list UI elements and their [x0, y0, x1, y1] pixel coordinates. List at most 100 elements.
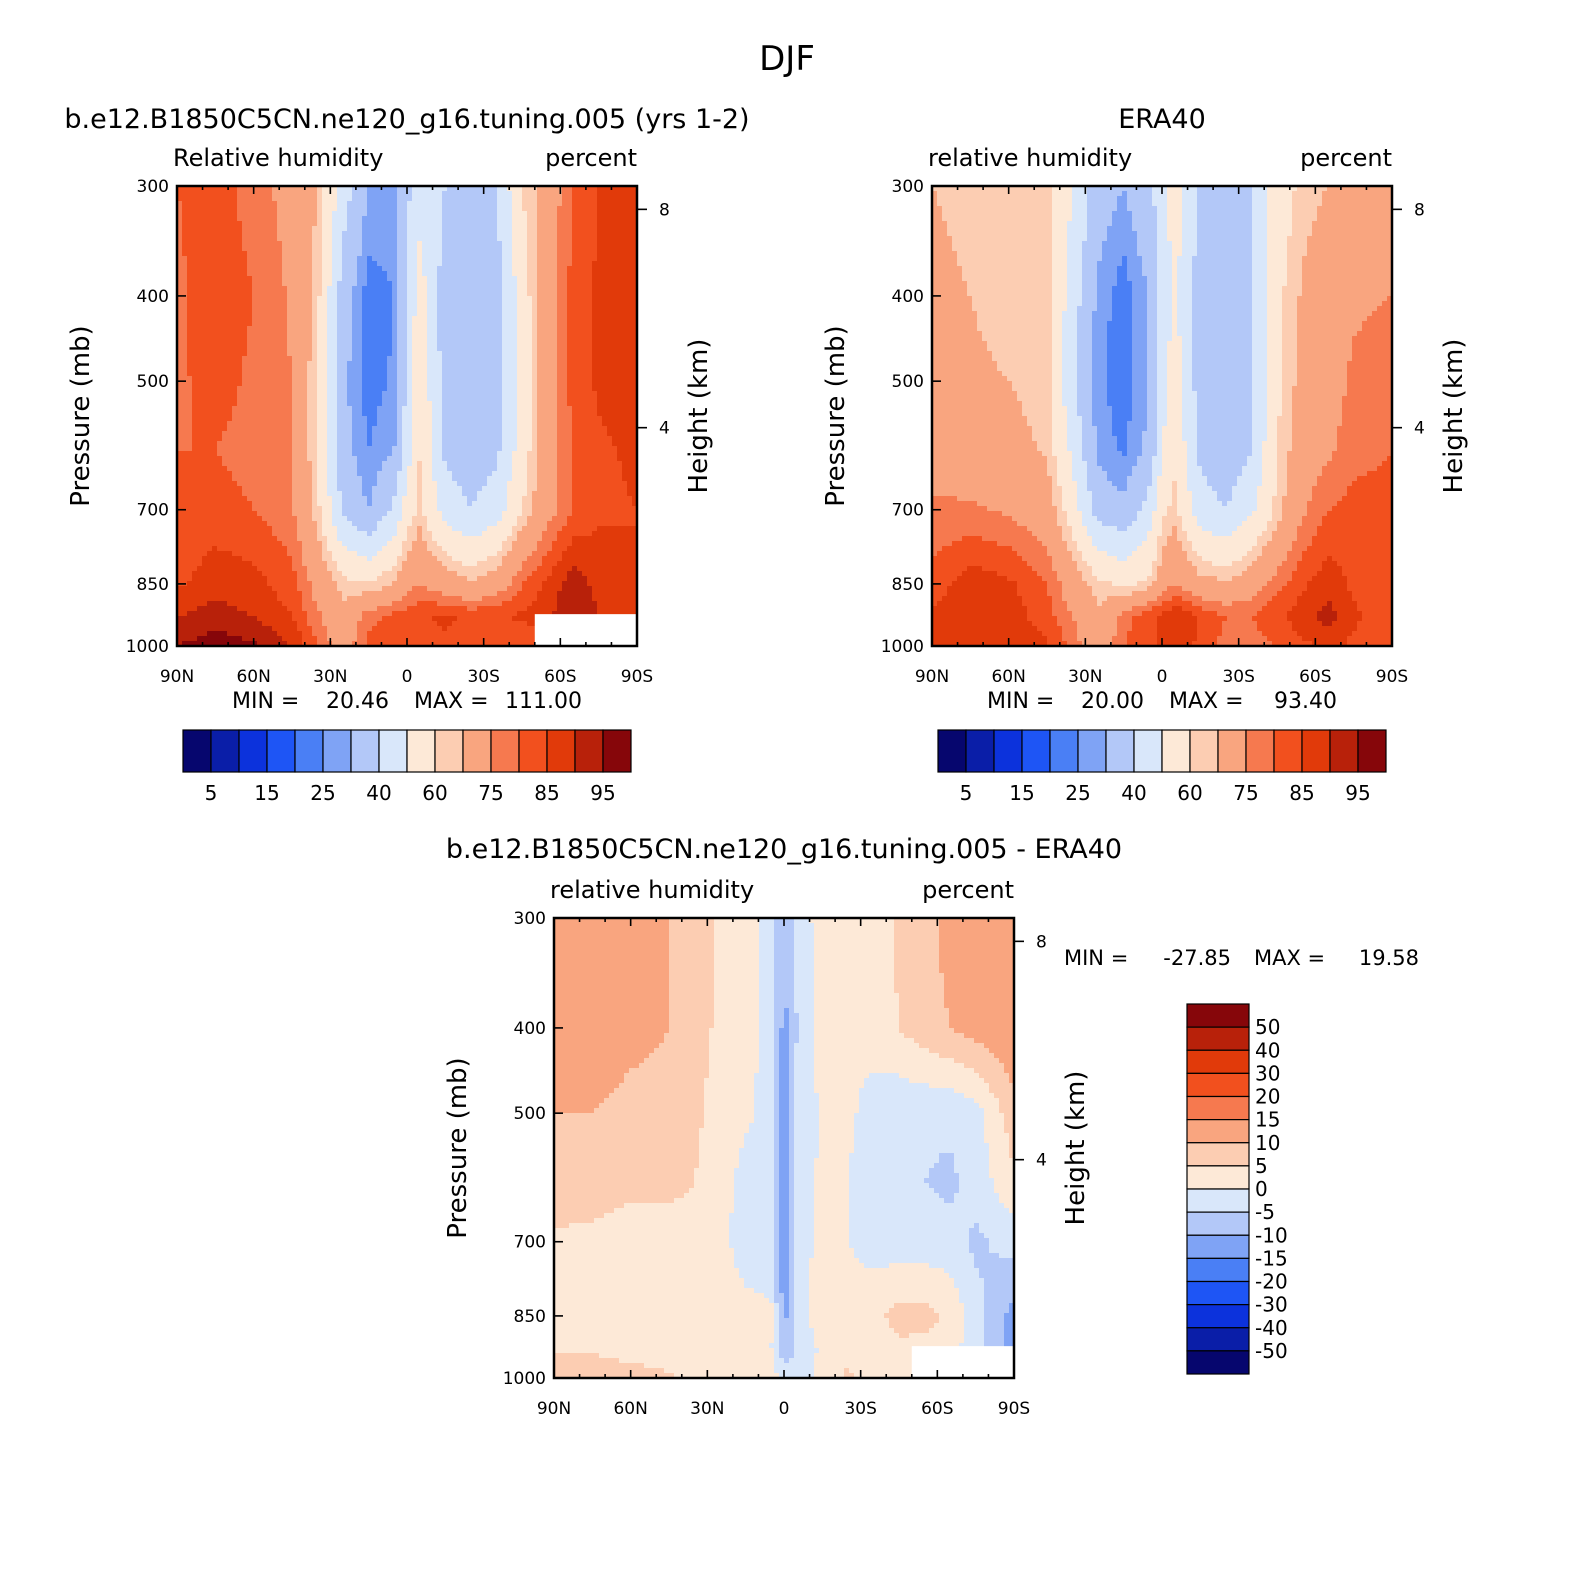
x-tick-label: 30N	[313, 667, 347, 687]
stats-max-label: MAX =	[1254, 946, 1325, 970]
colorbar-label: 60	[1177, 781, 1202, 805]
y2-axis-label: Height (km)	[1061, 1071, 1091, 1226]
colorbar-swatch	[574, 729, 604, 773]
stats-min-value: 20.00	[1081, 689, 1144, 714]
colorbar-label: 40	[1121, 781, 1146, 805]
y2-axis-label: Height (km)	[1439, 339, 1469, 494]
colorbar-swatch	[462, 729, 492, 773]
colorbar-label: 85	[1289, 781, 1314, 805]
colorbar-label: -15	[1255, 1246, 1288, 1270]
colorbar-label: -30	[1255, 1293, 1288, 1317]
stats-max-label: MAX =	[414, 689, 489, 714]
colorbar-swatch	[1301, 729, 1331, 773]
colorbar-swatch	[965, 729, 995, 773]
y-tick-label: 850	[514, 1307, 546, 1327]
colorbar-label: 15	[254, 781, 279, 805]
colorbar-label: 75	[1233, 781, 1258, 805]
colorbar: 5 15 25 40 60 75 85 95	[182, 729, 632, 805]
colorbar-swatch	[1186, 1350, 1250, 1375]
y-tick-label: 300	[514, 909, 546, 929]
colorbar-swatch	[1186, 1327, 1250, 1352]
colorbar-swatch	[210, 729, 240, 773]
y2-tick-label: 8	[1414, 200, 1425, 220]
x-tick-label: 30S	[467, 667, 499, 687]
colorbar-label: -20	[1255, 1270, 1288, 1294]
colorbar-swatch	[1133, 729, 1163, 773]
y-tick-label: 850	[892, 575, 924, 595]
contour-field	[932, 186, 1392, 646]
colorbar-swatch	[378, 729, 408, 773]
colorbar-label: 15	[1009, 781, 1034, 805]
colorbar-label: 20	[1255, 1085, 1280, 1109]
colorbar-label: 60	[422, 781, 447, 805]
colorbar-swatch	[546, 729, 576, 773]
colorbar-swatch	[937, 729, 967, 773]
tick-marks	[176, 185, 647, 647]
panel-title: b.e12.B1850C5CN.ne120_g16.tuning.005 (yr…	[64, 104, 749, 135]
stats-max-value: 93.40	[1274, 689, 1337, 714]
colorbar-swatch	[294, 729, 324, 773]
panel-title: b.e12.B1850C5CN.ne120_g16.tuning.005 - E…	[446, 834, 1122, 865]
colorbar-label: -10	[1255, 1223, 1288, 1247]
colorbar-label: 30	[1255, 1061, 1280, 1085]
colorbar-label: 85	[534, 781, 559, 805]
x-tick-label: 90S	[998, 1399, 1030, 1419]
y2-tick-label: 4	[1036, 1151, 1047, 1171]
y2-tick-label: 4	[1414, 419, 1425, 439]
x-tick-label: 60S	[1299, 667, 1331, 687]
x-tick-label: 60S	[544, 667, 576, 687]
colorbar-label: 5	[205, 781, 218, 805]
y-tick-label: 400	[514, 1019, 546, 1039]
colorbar-swatch	[1186, 1165, 1250, 1190]
colorbar-swatch	[518, 729, 548, 773]
colorbar-swatch	[1186, 1003, 1250, 1028]
colorbar-swatch	[182, 729, 212, 773]
x-tick-label: 0	[402, 667, 413, 687]
tick-marks	[931, 185, 1402, 647]
colorbar-swatch	[993, 729, 1023, 773]
x-tick-label: 60N	[236, 667, 270, 687]
colorbar-swatch	[490, 729, 520, 773]
colorbar-swatch	[238, 729, 268, 773]
x-tick-label: 60N	[613, 1399, 647, 1419]
panel-subtitle-left: Relative humidity	[173, 144, 383, 172]
y-axis-label: Pressure (mb)	[443, 1057, 473, 1238]
colorbar-label: 10	[1255, 1131, 1280, 1155]
colorbar-swatch	[406, 729, 436, 773]
figure-title: DJF	[759, 39, 815, 79]
colorbar-swatch	[266, 729, 296, 773]
x-tick-label: 60N	[991, 667, 1025, 687]
colorbar-label: 95	[1345, 781, 1370, 805]
stats-min-label: MIN =	[987, 689, 1054, 714]
colorbar-swatch	[1186, 1280, 1250, 1306]
colorbar-swatch	[1189, 729, 1219, 773]
colorbar-swatch	[434, 729, 464, 773]
x-tick-label: 30S	[844, 1399, 876, 1419]
colorbar-label: -40	[1255, 1316, 1288, 1340]
panel-title: ERA40	[1118, 104, 1206, 135]
tick-marks	[553, 917, 1024, 1379]
y-tick-label: 500	[892, 372, 924, 392]
colorbar-label: -50	[1255, 1339, 1288, 1363]
contour-field	[177, 186, 637, 646]
panel-2: 90N 60N 30N 0 30S 60S 90S 300 400 500 700 850 1000 8 4…	[821, 104, 1469, 805]
colorbar-swatch	[1105, 729, 1135, 773]
y-axis-label: Pressure (mb)	[66, 325, 96, 506]
y-tick-label: 1000	[881, 637, 924, 657]
panels: 90N 60N 30N 0 30S 60S 90S300400500700850100084…	[64, 104, 1469, 1419]
colorbar-swatch	[322, 729, 352, 773]
x-tick-label: 90N	[915, 667, 949, 687]
colorbar-swatch	[1049, 729, 1079, 773]
colorbar-swatch	[1357, 729, 1387, 773]
colorbar-label: 25	[1065, 781, 1090, 805]
colorbar-swatch	[1021, 729, 1051, 773]
colorbar-label: 5	[960, 781, 973, 805]
colorbar-swatch	[1186, 1142, 1250, 1167]
x-tick-label: 90N	[537, 1399, 571, 1419]
colorbar-swatch	[1186, 1304, 1250, 1329]
y-tick-label: 300	[892, 177, 924, 197]
colorbar-swatch	[1273, 729, 1303, 773]
colorbar-label: 50	[1255, 1015, 1280, 1039]
